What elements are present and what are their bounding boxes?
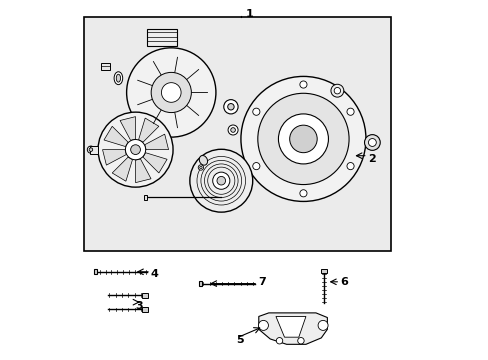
Circle shape: [346, 108, 353, 115]
Circle shape: [126, 48, 216, 137]
Polygon shape: [142, 153, 167, 173]
Ellipse shape: [224, 100, 238, 114]
Text: 2: 2: [368, 154, 375, 164]
Circle shape: [257, 93, 348, 185]
Polygon shape: [102, 150, 126, 165]
Bar: [83, 18, 390, 251]
Text: 3: 3: [135, 301, 142, 311]
Bar: [320, 269, 326, 273]
Circle shape: [252, 163, 260, 170]
Ellipse shape: [89, 148, 93, 152]
Circle shape: [217, 176, 225, 185]
Circle shape: [299, 190, 306, 197]
Circle shape: [258, 320, 268, 330]
Text: 1: 1: [245, 9, 253, 19]
Ellipse shape: [199, 166, 202, 169]
Ellipse shape: [198, 165, 203, 170]
Circle shape: [299, 81, 306, 88]
Text: 7: 7: [257, 277, 265, 287]
Circle shape: [189, 149, 252, 212]
Circle shape: [346, 163, 353, 170]
Ellipse shape: [227, 125, 238, 135]
Circle shape: [364, 135, 380, 150]
Polygon shape: [120, 117, 135, 140]
Bar: [198, 281, 202, 286]
Circle shape: [276, 338, 282, 344]
Circle shape: [98, 112, 173, 187]
Circle shape: [278, 114, 328, 164]
Circle shape: [317, 320, 327, 330]
Ellipse shape: [230, 128, 235, 132]
Bar: [90, 146, 98, 154]
Circle shape: [367, 139, 376, 147]
Polygon shape: [135, 159, 151, 183]
Polygon shape: [275, 316, 305, 337]
Polygon shape: [104, 126, 128, 147]
Circle shape: [212, 172, 229, 189]
Circle shape: [241, 76, 365, 202]
Polygon shape: [147, 29, 177, 46]
Polygon shape: [112, 157, 132, 181]
Circle shape: [297, 338, 304, 344]
Circle shape: [252, 108, 260, 115]
Polygon shape: [144, 134, 168, 150]
Ellipse shape: [199, 156, 207, 165]
Ellipse shape: [116, 74, 121, 82]
Ellipse shape: [114, 72, 122, 85]
Bar: [142, 307, 148, 312]
Circle shape: [151, 72, 191, 113]
Circle shape: [333, 87, 340, 94]
Text: 6: 6: [339, 277, 347, 287]
Ellipse shape: [227, 104, 234, 110]
Bar: [94, 269, 97, 274]
Circle shape: [330, 84, 343, 97]
Bar: [101, 63, 110, 69]
Bar: [143, 195, 147, 200]
Text: 4: 4: [150, 269, 158, 279]
Text: 5: 5: [236, 335, 244, 345]
Circle shape: [130, 145, 140, 154]
Circle shape: [161, 83, 181, 102]
Polygon shape: [258, 313, 326, 344]
Polygon shape: [138, 118, 159, 142]
Ellipse shape: [87, 146, 94, 153]
Bar: [142, 293, 148, 297]
Circle shape: [125, 140, 145, 160]
Circle shape: [289, 125, 317, 153]
